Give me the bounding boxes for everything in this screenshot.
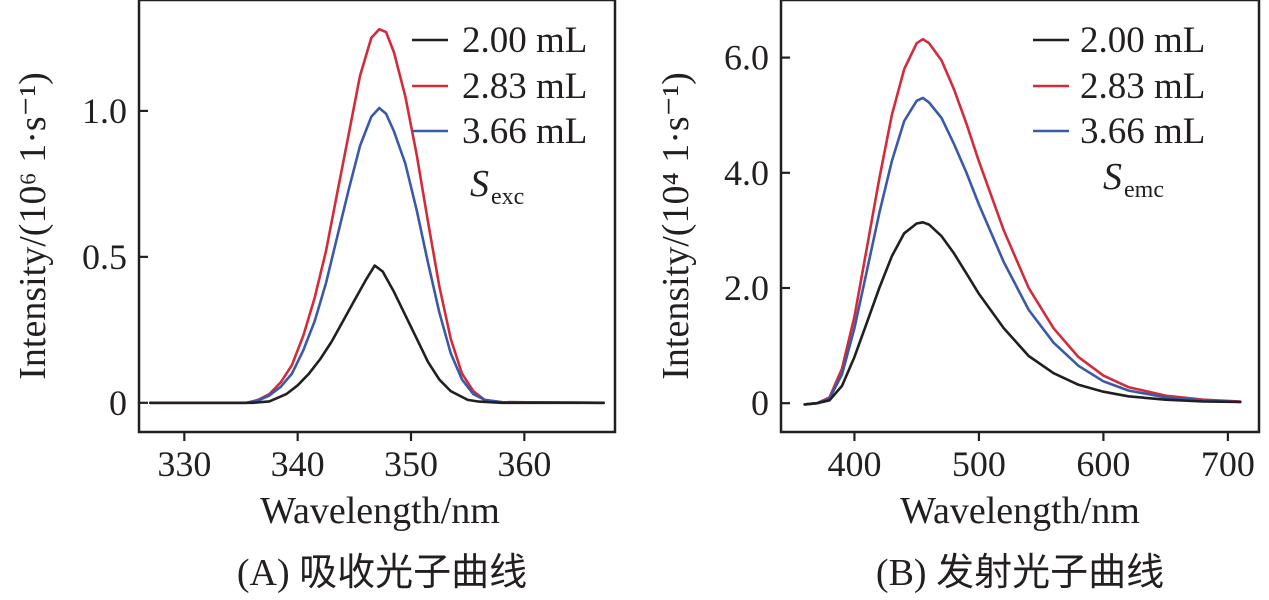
panel-b: 400 500 600 700 0 2.0 4.0 6.0 2.00 mL 2.83 mL …	[655, 0, 1261, 594]
series-line-283-b	[803, 37, 1242, 406]
plot-frame-b	[779, 0, 1261, 434]
y-tick-label-a: 0.5	[82, 237, 127, 277]
legend-b: 2.00 mL 2.83 mL 3.66 mL	[1033, 20, 1205, 152]
legend-a: 2.00 mL 2.83 mL 3.66 mL	[412, 20, 587, 152]
x-tick-label-a: 340	[271, 444, 325, 484]
y-tick-label-a: 0	[109, 383, 127, 423]
annotation-subscript-a: exc	[491, 184, 524, 210]
annotation-symbol-a: S	[470, 163, 489, 205]
series-line-200-b	[803, 221, 1242, 406]
annotation-s-emc: Semc	[1103, 156, 1164, 203]
y-axis-label-b: Intensity/(10⁴ 1·s⁻¹)	[655, 72, 697, 380]
legend-label-3-66-a: 3.66 mL	[462, 111, 587, 152]
x-ticks-a: 330 340 350 360	[157, 432, 551, 484]
series-lines-a	[149, 27, 606, 405]
y-ticks-a: 0 0.5 1.0	[82, 91, 148, 423]
y-tick-label-b: 2.0	[724, 268, 769, 308]
y-tick-label-b: 0	[751, 383, 769, 423]
series-line-366-a	[149, 106, 606, 405]
x-tick-label-b: 700	[1201, 444, 1255, 484]
legend-label-2-00-a: 2.00 mL	[462, 20, 587, 61]
legend-label-2-00-b: 2.00 mL	[1080, 20, 1205, 61]
x-axis-label-a: Wavelength/nm	[260, 490, 500, 532]
series-line-366-b	[803, 96, 1242, 406]
series-lines-b	[803, 37, 1242, 406]
plot-frame-a	[137, 0, 617, 434]
panel-a: 330 340 350 360 0 0.5 1.0 2.00 mL 2.83 mL 3.6…	[12, 0, 617, 594]
y-ticks-b: 0 2.0 4.0 6.0	[724, 38, 790, 423]
x-tick-label-a: 350	[384, 444, 438, 484]
caption-a: (A) 吸收光子曲线	[237, 552, 527, 594]
series-line-283-a	[149, 27, 606, 405]
x-tick-label-a: 330	[157, 444, 211, 484]
annotation-symbol-b: S	[1103, 156, 1122, 198]
y-axis-label-a: Intensity/(10⁶ 1·s⁻¹)	[12, 72, 54, 380]
annotation-subscript-b: emc	[1124, 177, 1164, 203]
legend-label-3-66-b: 3.66 mL	[1080, 111, 1205, 152]
caption-b: (B) 发射光子曲线	[876, 552, 1164, 594]
series-line-200-a	[149, 264, 606, 405]
annotation-s-exc: Sexc	[470, 163, 524, 210]
x-tick-label-a: 360	[497, 444, 551, 484]
legend-label-2-83-b: 2.83 mL	[1080, 66, 1205, 107]
x-tick-label-b: 500	[952, 444, 1006, 484]
y-tick-label-b: 4.0	[724, 153, 769, 193]
y-tick-label-b: 6.0	[724, 38, 769, 78]
x-tick-label-b: 600	[1076, 444, 1130, 484]
legend-label-2-83-a: 2.83 mL	[462, 66, 587, 107]
x-tick-label-b: 400	[827, 444, 881, 484]
x-axis-label-b: Wavelength/nm	[900, 490, 1140, 532]
x-ticks-b: 400 500 600 700	[827, 432, 1255, 484]
y-tick-label-a: 1.0	[82, 91, 127, 131]
